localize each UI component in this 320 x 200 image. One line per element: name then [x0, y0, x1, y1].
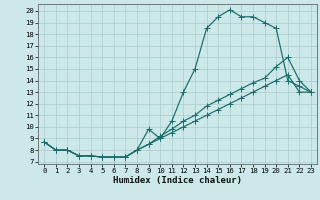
X-axis label: Humidex (Indice chaleur): Humidex (Indice chaleur): [113, 176, 242, 185]
